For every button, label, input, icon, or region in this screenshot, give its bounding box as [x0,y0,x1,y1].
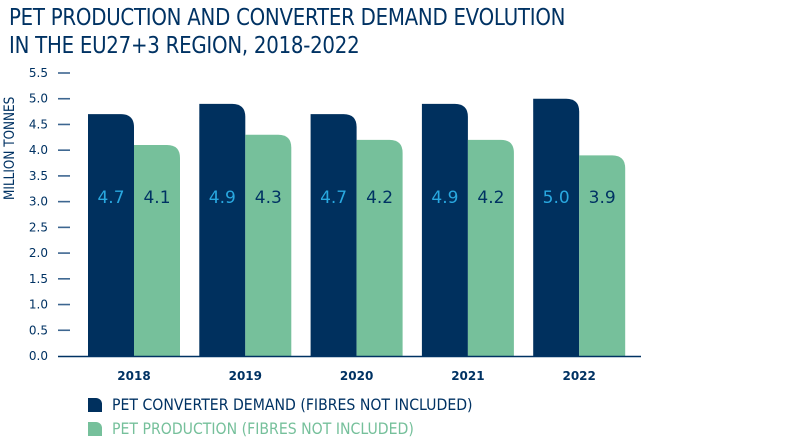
y-tick-label: 5.0 [29,92,48,106]
chart-title-line-2: IN THE EU27+3 REGION, 2018-2022 [9,33,360,59]
y-tick-label: 5.5 [29,66,48,80]
chart-title-line-1: PET PRODUCTION AND CONVERTER DEMAND EVOL… [9,5,566,31]
x-tick-label: 2020 [340,369,373,383]
data-label: 5.0 [543,188,570,208]
bar-production-2019 [245,134,292,356]
x-tick-label: 2019 [229,369,262,383]
bar-converter-demand-2022 [533,98,580,357]
y-tick-label: 4.0 [29,143,48,157]
data-label: 4.1 [143,188,170,208]
x-tick-label: 2021 [451,369,484,383]
bar-production-2022 [579,155,626,356]
data-label: 4.3 [255,188,282,208]
x-tick-label: 2018 [117,369,150,383]
y-tick-label: 4.5 [29,117,48,131]
y-tick-label: 2.0 [29,246,48,260]
bar-production-2018 [134,145,180,356]
legend-swatch-production [88,421,102,436]
y-tick-label: 2.5 [29,220,48,234]
y-tick-label: 3.0 [29,195,48,209]
data-label: 4.7 [320,188,347,208]
data-label: 4.9 [209,188,236,208]
data-label: 4.9 [431,188,458,208]
bar-converter-demand-2018 [88,114,134,356]
data-label: 3.9 [589,188,616,208]
bar-converter-demand-2020 [310,114,357,356]
y-tick-label: 0.5 [29,323,48,337]
data-label: 4.2 [366,188,393,208]
x-tick-label: 2022 [562,369,595,383]
data-label: 4.2 [477,188,504,208]
legend-swatch-converter-demand [88,397,102,412]
y-tick-label: 1.0 [29,298,48,312]
legend-label-production: PET PRODUCTION (FIBRES NOT INCLUDED) [112,419,414,438]
legend-item-production: PET PRODUCTION (FIBRES NOT INCLUDED) [88,419,455,438]
bar-converter-demand-2019 [199,103,246,356]
bar-converter-demand-2021 [421,103,468,356]
bar-production-2020 [356,139,403,356]
y-tick-label: 0.0 [29,349,48,363]
chart-title: PET PRODUCTION AND CONVERTER DEMAND EVOL… [9,4,565,60]
legend-item-converter-demand: PET CONVERTER DEMAND (FIBRES NOT INCLUDE… [88,395,522,414]
data-label: 4.7 [97,188,124,208]
y-tick-label: 1.5 [29,272,48,286]
bar-production-2021 [467,139,514,356]
y-tick-label: 3.5 [29,169,48,183]
legend-label-converter-demand: PET CONVERTER DEMAND (FIBRES NOT INCLUDE… [112,395,473,414]
